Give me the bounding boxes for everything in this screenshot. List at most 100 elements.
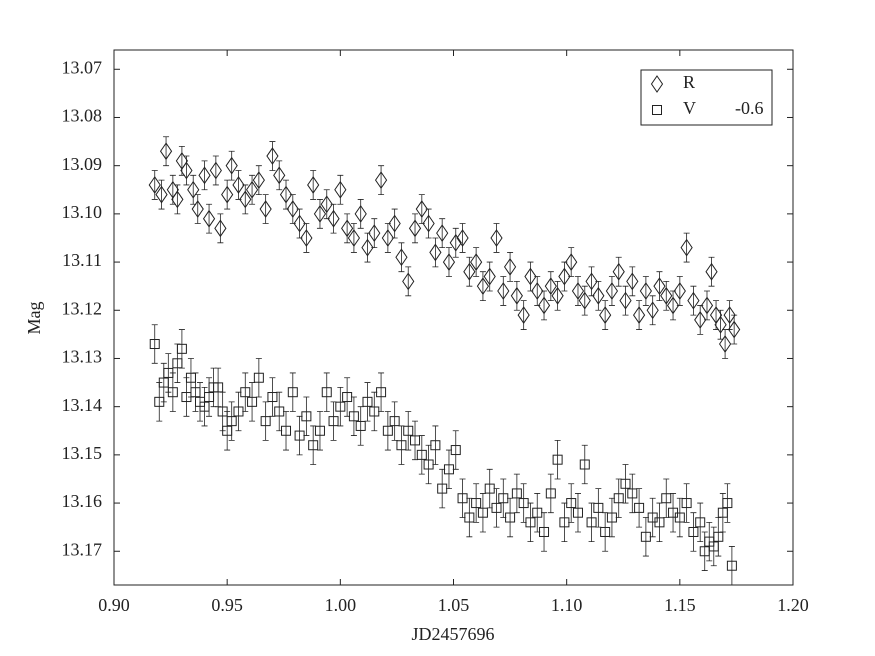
square-marker xyxy=(321,387,332,398)
square-marker xyxy=(382,425,393,436)
error-bar xyxy=(215,367,222,408)
error-bar xyxy=(350,396,357,436)
square-marker xyxy=(253,372,264,383)
error-bar xyxy=(561,261,568,292)
diamond-marker xyxy=(180,161,193,180)
diamond-marker xyxy=(313,204,327,223)
error-bar xyxy=(697,305,704,335)
error-bar xyxy=(445,449,452,490)
error-bar xyxy=(479,271,486,302)
error-bar xyxy=(228,150,235,181)
diamond-marker xyxy=(578,291,591,310)
error-bar xyxy=(183,155,190,186)
square-marker xyxy=(525,517,536,528)
diamond-marker xyxy=(198,166,211,185)
error-bar xyxy=(513,280,520,311)
diamond-marker xyxy=(252,171,265,190)
error-bar xyxy=(212,155,219,186)
diamond-marker xyxy=(273,166,286,185)
x-tick-label: 1.00 xyxy=(325,595,357,615)
diamond-marker xyxy=(592,286,605,305)
error-bar xyxy=(656,271,663,302)
error-bar xyxy=(636,300,643,330)
diamond-marker xyxy=(429,243,442,262)
diamond-marker xyxy=(148,176,161,194)
error-bar xyxy=(527,261,534,292)
diamond-marker xyxy=(171,190,184,209)
square-marker xyxy=(505,512,516,523)
error-bar xyxy=(439,218,446,249)
square-marker xyxy=(355,420,366,431)
diamond-marker xyxy=(320,195,333,214)
square-marker xyxy=(613,493,624,504)
error-bar xyxy=(513,473,520,514)
error-bar xyxy=(296,415,303,456)
square-marker xyxy=(491,502,502,513)
square-marker xyxy=(654,517,665,528)
diamond-marker xyxy=(565,253,578,271)
square-marker xyxy=(620,478,631,489)
error-bar xyxy=(242,184,249,215)
error-bar xyxy=(242,372,249,412)
error-bar xyxy=(615,256,622,287)
error-bar xyxy=(683,483,690,523)
error-bar xyxy=(676,276,683,306)
error-bar xyxy=(541,512,548,552)
y-tick-label: 13.10 xyxy=(62,202,103,222)
error-bar xyxy=(418,435,425,475)
diamond-marker xyxy=(239,190,252,209)
error-bar xyxy=(534,276,541,306)
diamond-marker xyxy=(612,262,625,281)
error-bar xyxy=(350,223,357,253)
diamond-marker xyxy=(626,272,639,291)
error-bar xyxy=(717,309,724,340)
diamond-marker xyxy=(395,248,408,267)
error-bar xyxy=(262,401,269,441)
square-marker xyxy=(167,387,178,398)
diamond-marker xyxy=(700,296,714,315)
error-bar xyxy=(405,266,412,297)
error-bar xyxy=(663,280,670,311)
diamond-marker xyxy=(632,306,646,324)
square-marker xyxy=(477,507,488,518)
error-bar xyxy=(608,276,615,306)
diamond-marker xyxy=(286,200,299,218)
x-axis-label: JD2457696 xyxy=(411,624,494,644)
diamond-marker xyxy=(293,214,306,233)
diamond-marker xyxy=(728,320,741,339)
error-bar xyxy=(574,276,581,306)
diamond-marker xyxy=(402,272,415,291)
error-bar xyxy=(194,194,201,224)
square-marker xyxy=(416,449,427,460)
error-bar xyxy=(728,546,735,586)
square-marker xyxy=(389,416,400,427)
error-bar xyxy=(289,372,296,412)
square-marker xyxy=(213,382,224,393)
diamond-marker xyxy=(368,224,381,243)
diamond-marker xyxy=(517,306,530,324)
error-bar xyxy=(398,242,405,273)
x-tick-label: 1.10 xyxy=(551,595,583,615)
y-tick-label: 13.17 xyxy=(62,539,103,559)
diamond-marker xyxy=(551,286,564,305)
error-bar xyxy=(649,497,656,538)
diamond-marker xyxy=(202,209,216,228)
error-bar xyxy=(554,280,561,311)
error-bar xyxy=(391,208,398,239)
error-bar xyxy=(622,285,629,316)
legend-label: R xyxy=(683,72,695,92)
diamond-marker xyxy=(687,291,700,310)
diamond-marker xyxy=(490,229,503,247)
square-marker xyxy=(593,502,604,513)
square-marker xyxy=(688,526,699,537)
square-marker xyxy=(600,526,611,537)
diamond-marker xyxy=(476,277,490,296)
diamond-marker xyxy=(470,253,483,271)
error-bar xyxy=(432,237,439,268)
y-tick-label: 13.12 xyxy=(62,298,103,318)
error-bar xyxy=(384,223,391,253)
square-marker xyxy=(681,498,692,509)
error-bar xyxy=(418,194,425,224)
diamond-marker xyxy=(266,147,279,165)
diamond-marker xyxy=(558,267,571,286)
